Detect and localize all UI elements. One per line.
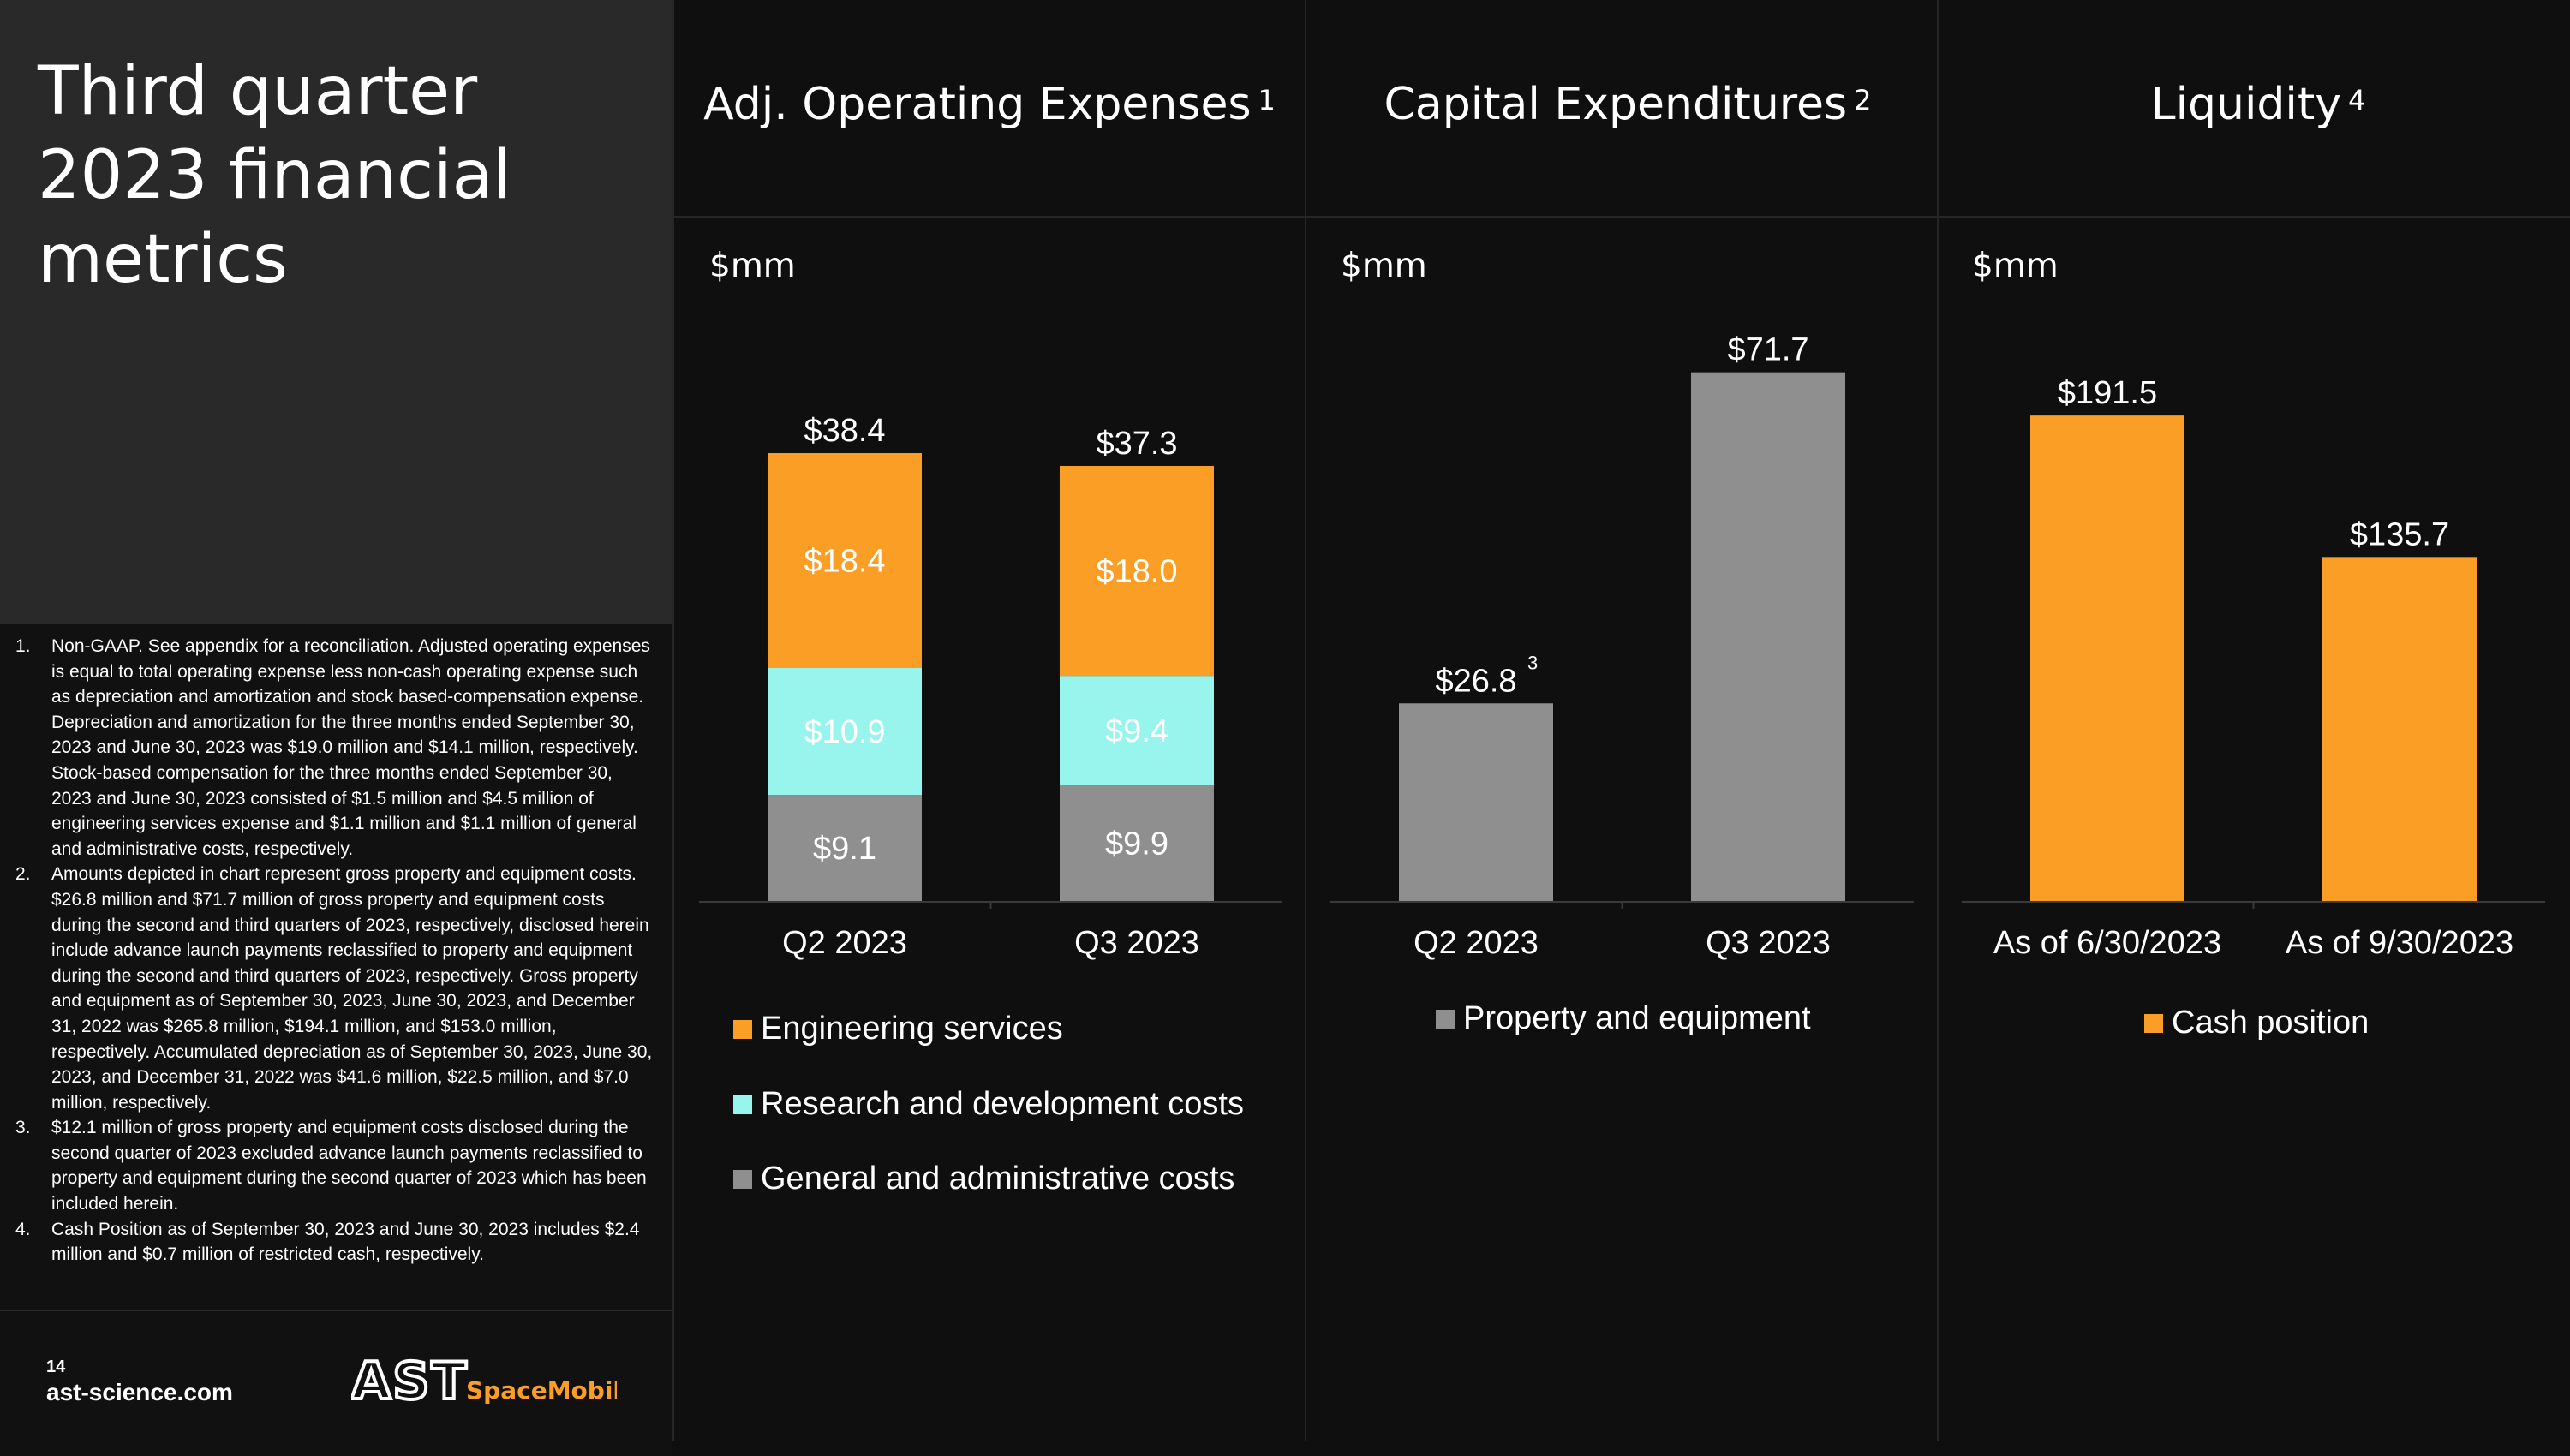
legend-item-research-development: Research and development costs	[733, 1086, 1244, 1123]
logo-main-text: AST	[351, 1358, 469, 1405]
value-label-as-of-6-30-2023: $191.5	[2058, 375, 2157, 411]
value-label-q3-2023: $71.7	[1727, 332, 1808, 368]
x-tick-label-as-of-9-30-2023: As of 9/30/2023	[2286, 925, 2513, 961]
legend-swatch	[733, 1020, 752, 1039]
bar-cash-position-as-of-9-30-2023	[2322, 557, 2477, 901]
page-number: 14	[46, 1358, 66, 1376]
bar-research-and-development-costs-q2-2023	[768, 667, 922, 796]
legend-swatch	[733, 1170, 752, 1189]
company-logo: AST SpaceMobile	[351, 1358, 617, 1405]
header-divider	[674, 216, 2570, 218]
sidebar: Third quarter 2023 financial metrics 1. N…	[0, 0, 672, 1456]
liquidity-unit-label: $mm	[1972, 247, 2059, 285]
panel-divider-3	[1937, 0, 1939, 1441]
footer-divider	[0, 1310, 672, 1311]
footnotes: 1. Non-GAAP. See appendix for a reconcili…	[15, 634, 654, 1268]
segment-label-engineering-services-q2-2023: $18.4	[804, 543, 885, 579]
legend-item-cash-position: Cash position	[2144, 1005, 2369, 1041]
opex-panel-title: Adj. Operating Expenses 1	[703, 79, 1276, 130]
bar-engineering-services-q2-2023	[768, 452, 922, 668]
segment-label-general-and-administrative-costs-q2-2023: $9.1	[813, 831, 876, 867]
x-tick-label-q2-2023: Q2 2023	[1414, 925, 1539, 961]
capex-unit-label: $mm	[1341, 247, 1427, 285]
legend-item-general-administrative: General and administrative costs	[733, 1161, 1234, 1197]
legend-swatch	[1436, 1010, 1455, 1029]
total-label-q2-2023: $38.4	[804, 413, 885, 449]
segment-label-research-and-development-costs-q3-2023: $9.4	[1105, 713, 1168, 749]
value-label-superscript: 3	[1527, 652, 1538, 673]
value-label-as-of-9-30-2023: $135.7	[2350, 516, 2449, 552]
logo-sub-text: SpaceMobile	[466, 1376, 617, 1405]
segment-label-general-and-administrative-costs-q3-2023: $9.9	[1105, 826, 1168, 862]
bar-cash-position-as-of-6-30-2023	[2030, 415, 2184, 901]
legend-swatch	[733, 1095, 752, 1114]
capex-panel-title: Capital Expenditures 2	[1384, 79, 1872, 130]
footnote-2: 2. Amounts depicted in chart represent gr…	[15, 864, 653, 1113]
segment-label-research-and-development-costs-q2-2023: $10.9	[804, 714, 885, 750]
slide-title: Third quarter 2023 financial metrics	[38, 53, 512, 298]
x-tick-label-q3-2023: Q3 2023	[1074, 925, 1199, 961]
legend-swatch	[2144, 1014, 2163, 1033]
bar-general-and-administrative-costs-q3-2023	[1060, 785, 1214, 901]
footnote-1: 1. Non-GAAP. See appendix for a reconcili…	[15, 636, 650, 859]
title-box: Third quarter 2023 financial metrics	[0, 0, 672, 624]
liquidity-panel-title: Liquidity 4	[2150, 79, 2366, 130]
legend-item-engineering-services: Engineering services	[733, 1011, 1063, 1047]
total-label-q3-2023: $37.3	[1096, 426, 1177, 462]
footnote-3: 3. $12.1 million of gross property and eq…	[15, 1118, 647, 1214]
bar-property-and-equipment-q2-2023	[1399, 703, 1553, 901]
legend-item-property-equipment: Property and equipment	[1436, 1000, 1811, 1037]
bar-general-and-administrative-costs-q2-2023	[768, 795, 922, 901]
bar-engineering-services-q3-2023	[1060, 465, 1214, 677]
panel-divider-2	[1305, 0, 1306, 1441]
x-tick-label-as-of-6-30-2023: As of 6/30/2023	[1993, 925, 2221, 961]
footnote-4: 4. Cash Position as of September 30, 2023…	[15, 1219, 640, 1265]
x-tick-label-q2-2023: Q2 2023	[782, 925, 907, 961]
website-link[interactable]: ast-science.com	[46, 1379, 233, 1405]
opex-unit-label: $mm	[709, 247, 796, 285]
value-label-q2-2023: $26.8	[1435, 663, 1516, 699]
bar-property-and-equipment-q3-2023	[1691, 372, 1845, 902]
panel-divider-1	[672, 0, 674, 1441]
segment-label-engineering-services-q3-2023: $18.0	[1096, 554, 1177, 590]
x-tick-label-q3-2023: Q3 2023	[1706, 925, 1831, 961]
bar-research-and-development-costs-q3-2023	[1060, 676, 1214, 786]
